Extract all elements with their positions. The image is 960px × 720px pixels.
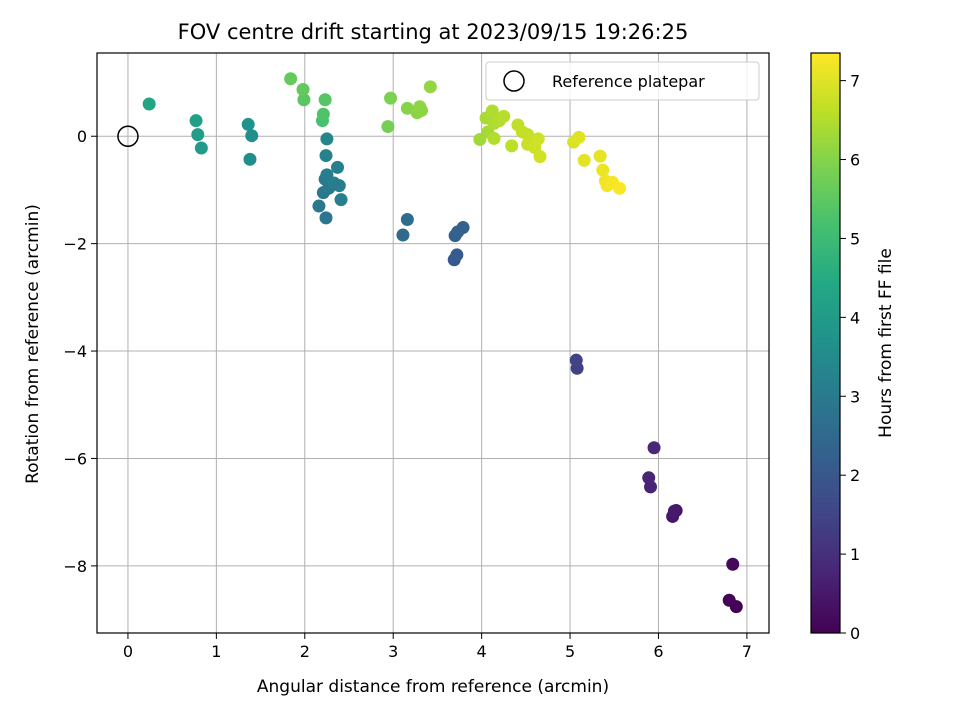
y-axis-ticks: 0 −2 −4 −6 −8 xyxy=(63,127,97,576)
y-tick-label: −2 xyxy=(63,235,87,254)
data-point xyxy=(569,353,583,367)
x-axis-label: Angular distance from reference (arcmin) xyxy=(257,677,609,697)
colorbar-tick-label: 1 xyxy=(850,545,860,564)
legend: Reference platepar xyxy=(485,61,760,101)
data-point xyxy=(400,101,414,115)
data-point xyxy=(497,109,511,123)
data-point xyxy=(245,129,259,143)
scatter-points xyxy=(142,72,743,614)
data-point xyxy=(450,248,464,262)
data-point xyxy=(521,128,535,142)
data-point xyxy=(284,72,298,86)
colorbar-tick-label: 6 xyxy=(850,151,860,170)
reference-platepar-marker xyxy=(117,125,139,147)
colorbar-tick-label: 3 xyxy=(850,387,860,406)
data-point xyxy=(596,163,610,177)
x-tick-label: 3 xyxy=(388,642,398,661)
data-point xyxy=(142,97,156,111)
x-tick-label: 0 xyxy=(123,642,133,661)
x-tick-label: 5 xyxy=(565,642,575,661)
colorbar-tick-label: 4 xyxy=(850,308,860,327)
data-point xyxy=(191,128,205,142)
x-axis-ticks: 0 1 2 3 4 5 6 7 xyxy=(123,633,752,661)
chart-title: FOV centre drift starting at 2023/09/15 … xyxy=(178,20,689,44)
legend-box xyxy=(485,61,760,101)
x-tick-label: 4 xyxy=(477,642,487,661)
data-point xyxy=(726,557,740,571)
data-point xyxy=(296,83,310,97)
y-tick-label: −6 xyxy=(63,449,87,468)
data-point xyxy=(505,139,519,153)
data-point xyxy=(384,91,398,105)
x-tick-label: 7 xyxy=(742,642,752,661)
colorbar: 0 1 2 3 4 5 6 7 Hours from first FF file xyxy=(810,52,896,643)
data-point xyxy=(194,141,208,155)
data-point xyxy=(320,132,334,146)
data-point xyxy=(331,160,345,174)
data-point xyxy=(593,149,607,163)
data-point xyxy=(332,179,346,193)
data-point xyxy=(400,212,414,226)
data-point xyxy=(415,103,429,117)
data-point xyxy=(334,193,348,207)
data-point xyxy=(241,117,255,131)
y-axis-label: Rotation from reference (arcmin) xyxy=(23,204,43,484)
data-point xyxy=(647,441,661,455)
colorbar-tick-label: 5 xyxy=(850,229,860,248)
data-point xyxy=(533,150,547,164)
data-point xyxy=(297,93,311,107)
x-tick-label: 1 xyxy=(211,642,221,661)
plot-frame xyxy=(96,52,770,634)
data-point xyxy=(572,130,586,144)
data-point xyxy=(319,149,333,163)
plot-area xyxy=(96,52,770,634)
data-point xyxy=(189,114,203,128)
reference-point-layer xyxy=(117,125,139,147)
colorbar-tick-label: 7 xyxy=(850,72,860,91)
y-tick-label: −8 xyxy=(63,557,87,576)
data-point xyxy=(456,221,470,235)
data-point xyxy=(613,181,627,195)
data-point xyxy=(318,93,332,107)
legend-reference-marker xyxy=(503,70,525,92)
colorbar-ticks: 0 1 2 3 4 5 6 7 xyxy=(840,72,860,643)
colorbar-label: Hours from first FF file xyxy=(876,248,896,438)
x-tick-label: 6 xyxy=(653,642,663,661)
y-tick-label: 0 xyxy=(77,127,87,146)
data-point xyxy=(312,199,326,213)
data-point xyxy=(316,107,330,121)
colorbar-gradient xyxy=(810,52,841,634)
colorbar-tick-label: 0 xyxy=(850,624,860,643)
grid xyxy=(97,53,769,633)
data-point xyxy=(577,153,591,167)
legend-entry-reference: Reference platepar xyxy=(552,72,705,91)
data-point xyxy=(642,471,656,485)
data-point xyxy=(531,132,545,146)
data-point xyxy=(396,228,410,242)
data-point xyxy=(487,131,501,145)
data-point xyxy=(319,211,333,225)
data-point xyxy=(381,120,395,134)
colorbar-tick-label: 2 xyxy=(850,466,860,485)
y-tick-label: −4 xyxy=(63,342,87,361)
data-point xyxy=(423,80,437,94)
data-point xyxy=(243,152,257,166)
data-point xyxy=(485,104,499,118)
data-point xyxy=(667,504,681,518)
x-tick-label: 2 xyxy=(300,642,310,661)
data-point xyxy=(722,593,736,607)
